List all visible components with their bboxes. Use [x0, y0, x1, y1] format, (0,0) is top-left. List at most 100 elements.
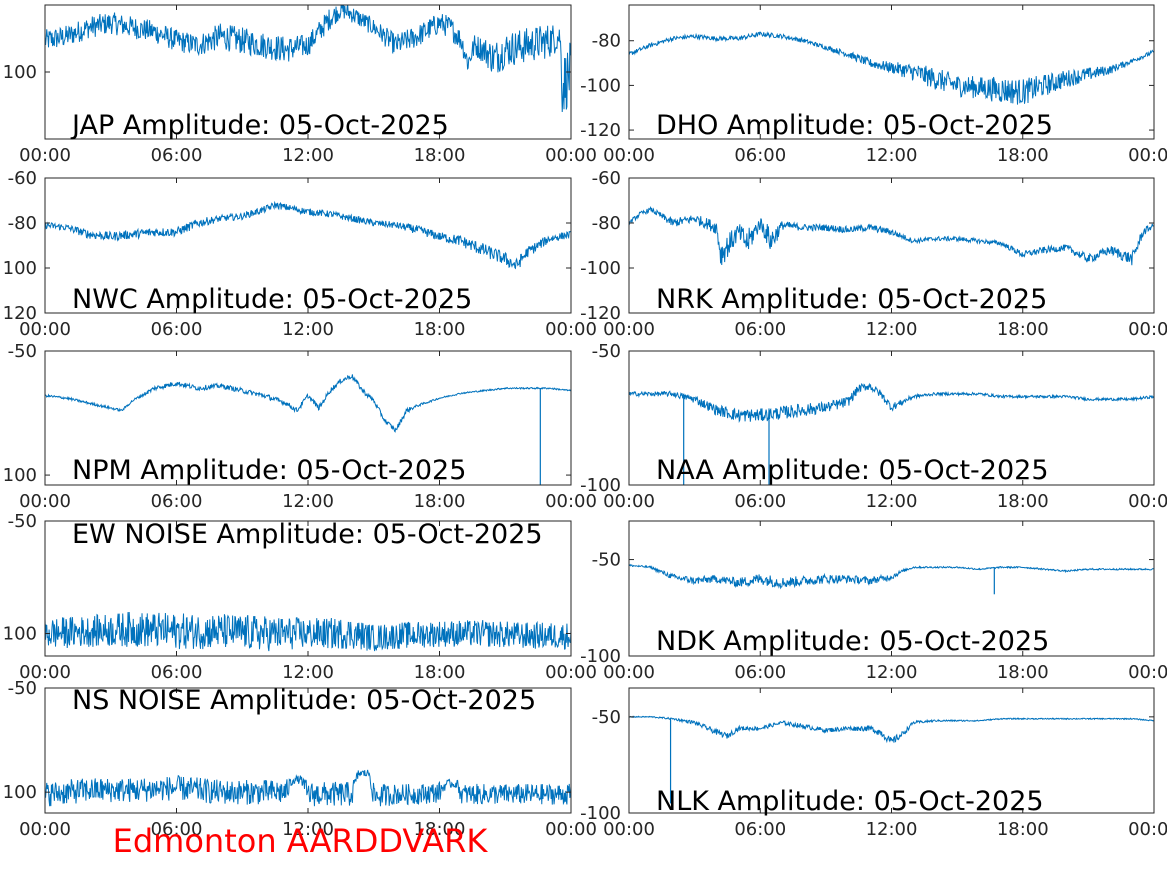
- x-tick-label-nwc-3: 18:00: [414, 319, 466, 340]
- x-tick-label-dho-0: 00:00: [603, 145, 655, 166]
- x-tick-label-ndk-1: 06:00: [734, 662, 786, 683]
- y-tick-label-npm-1: 100: [3, 465, 37, 486]
- panel-title-jap: JAP Amplitude: 05-Oct-2025: [70, 110, 449, 141]
- x-tick-label-nwc-1: 06:00: [151, 319, 203, 340]
- panel-title-nrk: NRK Amplitude: 05-Oct-2025: [656, 284, 1047, 315]
- x-tick-label-ns-noise-2: 12:00: [282, 819, 334, 840]
- x-tick-label-nwc-2: 12:00: [282, 319, 334, 340]
- x-tick-label-npm-0: 00:00: [19, 491, 71, 512]
- x-tick-label-npm-1: 06:00: [151, 491, 203, 512]
- x-tick-label-ndk-0: 00:00: [603, 662, 655, 683]
- x-tick-label-nlk-1: 06:00: [734, 819, 786, 840]
- x-tick-label-ndk-2: 12:00: [866, 662, 918, 683]
- y-tick-label-ew-noise-0: -50: [8, 511, 37, 532]
- series-line-naa: [629, 382, 1154, 423]
- y-tick-label-nrk-0: -60: [592, 168, 621, 189]
- y-tick-label-nrk-3: -120: [580, 303, 621, 324]
- x-tick-label-nlk-4: 00:00: [1128, 819, 1167, 840]
- series-line-ndk: [629, 563, 1154, 590]
- chart-panel-ns-noise: 00:00 06:00 12:00 18:00 00:00 -50 100 NS NOISE …: [3, 678, 597, 840]
- x-tick-label-nwc-4: 00:00: [545, 319, 597, 340]
- x-tick-label-jap-2: 12:00: [282, 145, 334, 166]
- y-tick-label-nwc-0: -60: [8, 168, 37, 189]
- y-tick-label-ndk-1: -100: [580, 646, 621, 667]
- y-tick-label-ns-noise-1: 100: [3, 782, 37, 803]
- x-tick-label-nlk-0: 00:00: [603, 819, 655, 840]
- x-tick-label-nrk-1: 06:00: [734, 319, 786, 340]
- y-tick-label-dho-0: -80: [592, 31, 621, 52]
- x-tick-label-ndk-4: 00:00: [1128, 662, 1167, 683]
- y-tick-label-npm-0: -50: [8, 341, 37, 362]
- y-tick-label-nwc-3: 120: [3, 303, 37, 324]
- panel-title-nlk: NLK Amplitude: 05-Oct-2025: [656, 786, 1044, 817]
- series-line-npm: [45, 374, 571, 433]
- panel-title-ns-noise: NS NOISE Amplitude: 05-Oct-2025: [72, 685, 536, 716]
- series-line-nwc: [45, 200, 571, 270]
- x-tick-label-ns-noise-0: 00:00: [19, 819, 71, 840]
- y-tick-label-naa-1: -100: [580, 475, 621, 496]
- chart-panel-ndk: 00:00 06:00 12:00 18:00 00:00 -50 -100 NDK Ampl…: [580, 520, 1167, 683]
- x-tick-label-jap-1: 06:00: [151, 145, 203, 166]
- x-tick-label-naa-4: 00:00: [1128, 491, 1167, 512]
- y-tick-label-nrk-1: -80: [592, 213, 621, 234]
- x-tick-label-ndk-3: 18:00: [997, 662, 1049, 683]
- panel-title-nwc: NWC Amplitude: 05-Oct-2025: [72, 284, 472, 315]
- series-line-dho: [629, 31, 1154, 105]
- panel-title-ew-noise: EW NOISE Amplitude: 05-Oct-2025: [72, 519, 543, 550]
- x-tick-label-ew-noise-0: 00:00: [19, 662, 71, 683]
- x-tick-label-ew-noise-1: 06:00: [151, 662, 203, 683]
- y-tick-label-ew-noise-1: 100: [3, 624, 37, 645]
- x-tick-label-naa-3: 18:00: [997, 491, 1049, 512]
- x-tick-label-nlk-2: 12:00: [866, 819, 918, 840]
- x-tick-label-npm-2: 12:00: [282, 491, 334, 512]
- chart-panel-dho: 00:00 06:00 12:00 18:00 00:00 -80 -100 -120 DHO …: [580, 4, 1167, 166]
- chart-panel-nlk: 00:00 06:00 12:00 18:00 00:00 -50 -100 NLK Ampl…: [580, 687, 1167, 840]
- x-tick-label-jap-3: 18:00: [414, 145, 466, 166]
- chart-panel-nrk: 00:00 06:00 12:00 18:00 00:00 -60 -80 -100 -120 N…: [580, 168, 1167, 340]
- chart-panel-nwc: 00:00 06:00 12:00 18:00 00:00 -60 -80 100 120 NWC…: [3, 168, 597, 340]
- x-tick-label-dho-1: 06:00: [734, 145, 786, 166]
- x-tick-label-naa-0: 00:00: [603, 491, 655, 512]
- y-tick-label-nlk-0: -50: [592, 707, 621, 728]
- panel-title-dho: DHO Amplitude: 05-Oct-2025: [656, 110, 1053, 141]
- x-tick-label-naa-1: 06:00: [734, 491, 786, 512]
- x-tick-label-ew-noise-4: 00:00: [545, 662, 597, 683]
- chart-panel-npm: 00:00 06:00 12:00 18:00 00:00 -50 100 NPM Ampli…: [3, 341, 597, 512]
- y-tick-label-naa-0: -50: [592, 341, 621, 362]
- x-tick-label-naa-2: 12:00: [866, 491, 918, 512]
- x-tick-label-ns-noise-3: 18:00: [414, 819, 466, 840]
- x-tick-label-npm-3: 18:00: [414, 491, 466, 512]
- x-tick-label-jap-4: 00:00: [545, 145, 597, 166]
- series-line-nrk: [629, 206, 1154, 266]
- panel-title-npm: NPM Amplitude: 05-Oct-2025: [72, 455, 466, 486]
- series-line-ns-noise: [45, 769, 571, 807]
- x-tick-label-ns-noise-4: 00:00: [545, 819, 597, 840]
- x-tick-label-dho-4: 00:00: [1128, 145, 1167, 166]
- series-line-nlk: [629, 715, 1154, 744]
- chart-panel-naa: 00:00 06:00 12:00 18:00 00:00 -50 -100 NAA Ampl…: [580, 341, 1167, 512]
- y-tick-label-ndk-0: -50: [592, 550, 621, 571]
- x-tick-label-dho-2: 12:00: [866, 145, 918, 166]
- x-tick-label-nlk-3: 18:00: [997, 819, 1049, 840]
- x-tick-label-nrk-2: 12:00: [866, 319, 918, 340]
- x-tick-label-nrk-4: 00:00: [1128, 319, 1167, 340]
- x-tick-label-npm-4: 00:00: [545, 491, 597, 512]
- x-tick-label-ns-noise-1: 06:00: [151, 819, 203, 840]
- series-line-ew-noise: [45, 611, 571, 652]
- y-tick-label-nwc-1: -80: [8, 213, 37, 234]
- panel-title-ndk: NDK Amplitude: 05-Oct-2025: [656, 626, 1049, 657]
- x-tick-label-jap-0: 00:00: [19, 145, 71, 166]
- x-tick-label-nrk-3: 18:00: [997, 319, 1049, 340]
- series-line-jap: [45, 5, 571, 113]
- y-tick-label-nlk-1: -100: [580, 803, 621, 824]
- y-tick-label-nrk-2: -100: [580, 258, 621, 279]
- x-tick-label-nrk-0: 00:00: [603, 319, 655, 340]
- chart-panel-ew-noise: 00:00 06:00 12:00 18:00 00:00 -50 100 EW NOISE …: [3, 511, 597, 683]
- x-tick-label-dho-3: 18:00: [997, 145, 1049, 166]
- y-tick-label-ns-noise-0: -50: [8, 678, 37, 699]
- station-label: Edmonton AARDDVARK: [113, 822, 489, 860]
- x-tick-label-ew-noise-2: 12:00: [282, 662, 334, 683]
- x-tick-label-ew-noise-3: 18:00: [414, 662, 466, 683]
